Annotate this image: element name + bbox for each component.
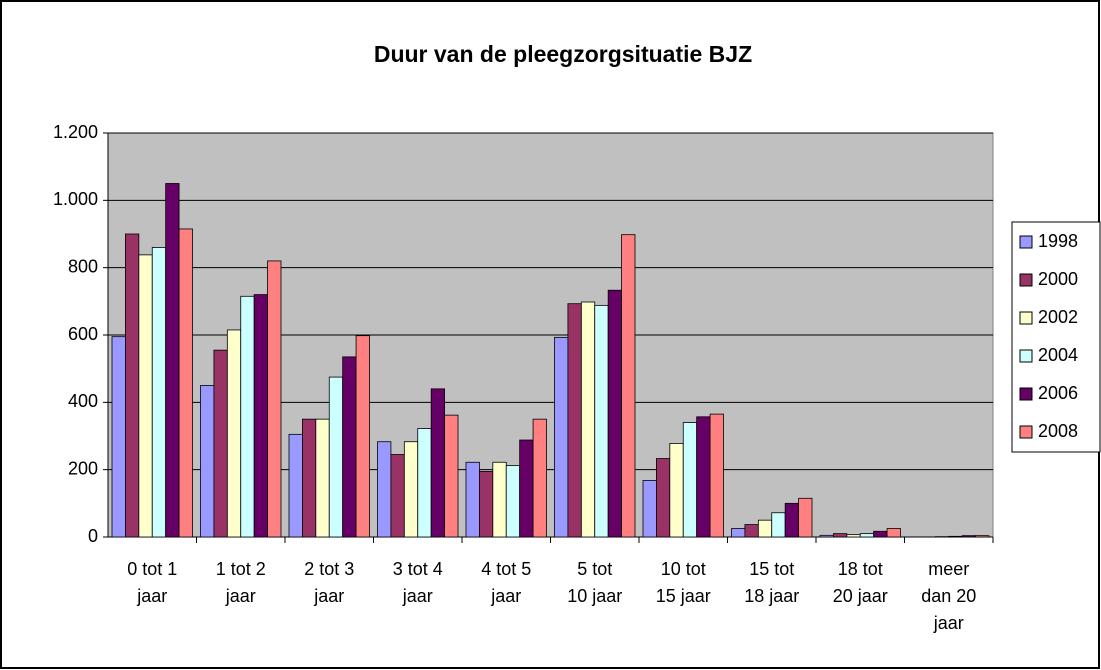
chart-title: Duur van de pleegzorgsituatie BJZ [374,41,752,67]
y-tick-label: 200 [68,458,98,478]
y-tick-label: 800 [68,256,98,276]
bar [377,441,392,538]
bar [417,428,432,538]
bar [709,413,724,538]
y-tick-label: 1.000 [53,189,98,209]
bar [621,234,636,538]
bar [465,461,480,538]
bar [784,502,799,538]
bar [200,385,215,538]
bar [554,336,569,538]
legend-swatch [1019,311,1033,325]
bar [165,183,180,538]
legend-label: 2004 [1038,345,1078,365]
bar [682,422,698,538]
bar [948,535,963,538]
bar [111,336,126,538]
bar [430,388,445,538]
legend-label: 2008 [1038,421,1078,441]
bar [642,480,657,538]
x-tick-label: 0 tot 1 jaar [127,559,178,606]
x-tick-label: 1 tot 2 jaar [215,559,266,606]
x-tick-label: 10 tot 15 jaar [655,559,711,606]
bar [859,533,875,538]
bar [846,534,861,538]
legend-swatch [1019,425,1033,439]
bar [532,418,547,538]
legend-swatch [1019,273,1033,287]
bar [798,497,813,538]
bar [873,530,888,538]
bar [607,289,622,538]
bar [125,233,140,538]
bar [355,335,370,538]
bar [731,528,746,538]
y-tick-label: 1.200 [53,122,98,142]
bar [975,535,990,538]
bar [833,533,848,538]
bar [886,528,901,538]
bar [696,416,711,538]
bar [328,376,344,538]
bar [267,260,282,538]
bar [226,329,242,538]
y-tick-label: 400 [68,391,98,411]
legend-swatch [1019,235,1033,249]
x-tick-label: 4 tot 5 jaar [481,559,532,606]
bar [819,534,834,538]
bar [656,458,671,538]
legend-label: 1998 [1038,231,1078,251]
bar [315,418,330,538]
legend-box [1011,221,1101,453]
bar [961,535,976,538]
bar [288,433,303,538]
x-tick-label: 2 tot 3 jaar [304,559,355,606]
x-tick-label: 3 tot 4 jaar [392,559,443,606]
bar [519,439,534,538]
x-tick-label: 18 tot 20 jaar [832,559,888,606]
bar [479,470,494,538]
bar [403,441,419,538]
bar [567,303,582,538]
bar [492,461,507,538]
legend-label: 2006 [1038,383,1078,403]
x-tick-label: 15 tot 18 jaar [744,559,800,606]
legend-swatch [1019,387,1033,401]
bar [253,294,268,538]
legend-label: 2002 [1038,307,1078,327]
bar [444,414,459,538]
bar [390,454,405,538]
bar [342,356,357,538]
bar [669,443,684,538]
bar [744,524,759,538]
bar [505,465,521,538]
bar [757,519,773,538]
bar [178,228,193,538]
bar [580,301,596,538]
bar [240,295,255,538]
y-tick-label: 600 [68,324,98,344]
bar [302,418,317,538]
bar [771,512,786,538]
x-tick-label: meer dan 20 jaar [921,559,977,633]
legend-label: 2000 [1038,269,1078,289]
x-tick-label: 5 tot 10 jaar [567,559,623,606]
bar [213,349,228,538]
bar [151,247,167,538]
legend-swatch [1019,349,1033,363]
bar [594,304,609,538]
y-tick-label: 0 [88,526,98,546]
bar [138,254,153,538]
